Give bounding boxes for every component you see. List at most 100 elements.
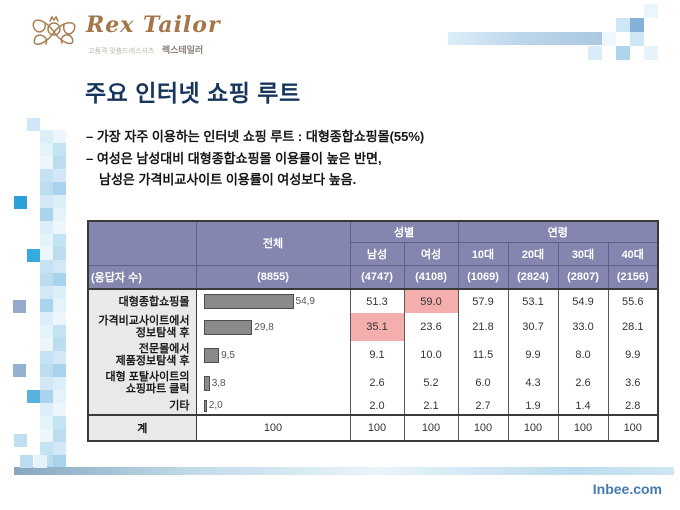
value-cell: 54.9: [557, 289, 608, 313]
value-cell: 11.5: [457, 341, 508, 369]
summary-bullets: – 가장 자주 이용하는 인터넷 쇼핑 루트 : 대형종합쇼핑몰(55%) – …: [86, 126, 424, 191]
respondents-value: (1069): [457, 264, 509, 290]
value-cell: 3.6: [607, 369, 658, 397]
bar-cell: 29,8: [195, 313, 350, 341]
mosaic-square: [40, 442, 53, 455]
value-cell: 51.3: [349, 289, 404, 313]
value-cell: 23.6: [403, 313, 458, 341]
mosaic-square: [40, 273, 53, 286]
mosaic-square: [40, 377, 53, 390]
value-cell: 5.2: [403, 369, 458, 397]
value-cell-highlight: 35.1: [349, 313, 404, 341]
total-bar: [203, 319, 253, 335]
mosaic-square: [53, 208, 66, 221]
mosaic-square: [53, 169, 66, 182]
mosaic-square: [53, 338, 66, 351]
mosaic-square: [40, 429, 53, 442]
value-cell: 4.3: [507, 369, 558, 397]
mosaic-square: [602, 32, 616, 46]
mosaic-square: [14, 196, 27, 209]
mosaic-square: [53, 403, 66, 416]
header-group-age: 연령: [457, 220, 659, 243]
mosaic-square: [53, 325, 66, 338]
bar-value-label: 2,0: [208, 400, 223, 411]
total-row-label: 계: [88, 414, 197, 441]
mosaic-square: [644, 46, 658, 60]
bullet-line: – 여성은 남성대비 대형종합쇼핑몰 이용률이 높은 반면,: [86, 150, 382, 166]
value-cell: 28.1: [607, 313, 658, 341]
mosaic-square: [20, 455, 33, 468]
value-cell: 55.6: [607, 289, 658, 313]
page-title: 주요 인터넷 쇼핑 루트: [85, 80, 301, 106]
value-cell: 21.8: [457, 313, 508, 341]
footer-site-link[interactable]: Inbee.com: [592, 481, 662, 497]
mosaic-square: [40, 325, 53, 338]
mosaic-square: [40, 221, 53, 234]
header-group-gender: 성별: [349, 220, 459, 243]
bullet-line: 남성은 가격비교사이트 이용률이 여성보다 높음.: [99, 172, 357, 187]
value-cell: 9.1: [349, 341, 404, 369]
bar-cell: 9,5: [195, 341, 350, 369]
total-row-value: 100: [349, 414, 404, 441]
mosaic-square: [13, 364, 26, 377]
mosaic-square: [53, 364, 66, 377]
mosaic-square: [40, 130, 53, 143]
value-cell: 8.0: [557, 341, 608, 369]
mosaic-square: [53, 156, 66, 169]
total-bar: [203, 347, 220, 363]
value-cell: 9.9: [607, 341, 658, 369]
brand-tagline-small: 고품격 맞춤드레스셔츠: [88, 48, 155, 55]
table-corner-cell: [87, 220, 197, 266]
row-label: 전문몰에서 제품정보탐색 후: [88, 341, 197, 369]
mosaic-square: [27, 249, 40, 262]
bar-cell: 54,9: [195, 289, 350, 313]
value-cell: 1.9: [507, 397, 558, 415]
value-cell: 2.1: [403, 397, 458, 415]
mosaic-square: [40, 351, 53, 364]
mosaic-square: [53, 299, 66, 312]
mosaic-square: [53, 247, 66, 260]
bar-value-label: 29,8: [254, 321, 274, 333]
mosaic-square: [40, 299, 53, 312]
mosaic-square: [630, 18, 644, 32]
total-row-value: 100: [607, 414, 658, 441]
mosaic-square: [40, 143, 53, 156]
bullet-line: – 가장 자주 이용하는 인터넷 쇼핑 루트 : 대형종합쇼핑몰(55%): [86, 129, 425, 144]
mosaic-square: [14, 434, 27, 447]
mosaic-square: [40, 169, 53, 182]
bottom-accent-bar: [14, 467, 674, 475]
mosaic-square: [40, 208, 53, 221]
value-cell-highlight: 59.0: [403, 289, 458, 313]
mosaic-square: [40, 234, 53, 247]
value-cell: 9.9: [507, 341, 558, 369]
value-cell: 2.6: [557, 369, 608, 397]
mosaic-square: [40, 247, 53, 260]
header-10s: 10대: [457, 241, 509, 266]
mosaic-square: [40, 195, 53, 208]
mosaic-square: [53, 260, 66, 273]
value-cell: 33.0: [557, 313, 608, 341]
respondents-total: (8855): [195, 264, 351, 290]
value-cell: 2.7: [457, 397, 508, 415]
bar-value-label: 54,9: [295, 296, 315, 307]
mosaic-square: [616, 46, 630, 60]
mosaic-square: [53, 273, 66, 286]
mosaic-square: [588, 46, 602, 60]
mosaic-square: [53, 130, 66, 143]
mosaic-square: [644, 4, 658, 18]
mosaic-square: [53, 143, 66, 156]
mosaic-square: [616, 18, 630, 32]
mosaic-square: [53, 377, 66, 390]
mosaic-square: [53, 390, 66, 403]
respondents-value: (4747): [349, 264, 405, 290]
mosaic-square: [40, 312, 53, 325]
total-row-value: 100: [457, 414, 508, 441]
mosaic-square: [40, 416, 53, 429]
total-row-value: 100: [403, 414, 458, 441]
bar-value-label: 9,5: [221, 349, 235, 361]
total-row-value: 100: [195, 414, 350, 441]
header-20s: 20대: [507, 241, 559, 266]
row-label: 대형종합쇼핑몰: [88, 289, 197, 313]
mosaic-square: [27, 390, 40, 403]
respondents-label: (응답자 수): [87, 264, 197, 290]
